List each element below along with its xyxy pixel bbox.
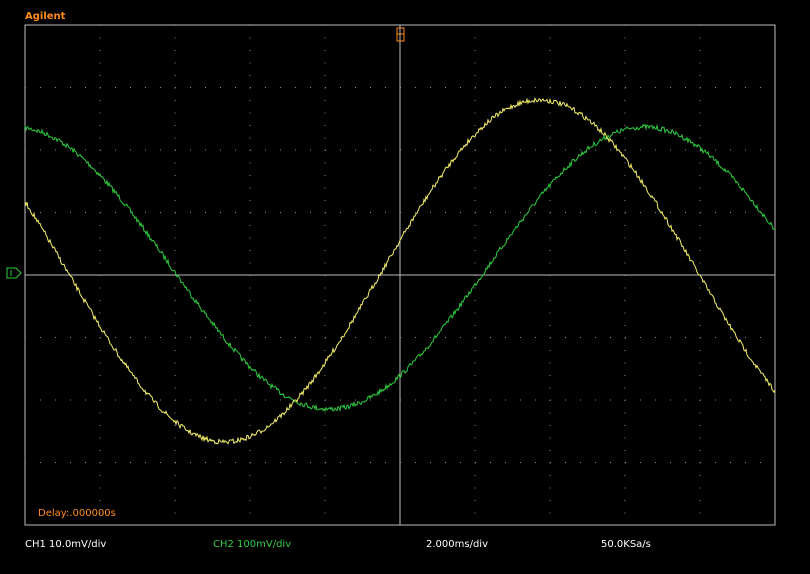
ch2-trace <box>24 123 776 413</box>
ch1-trace <box>24 97 776 445</box>
channel-1-marker <box>6 267 22 279</box>
trigger-marker <box>396 27 405 42</box>
brand: Agilent <box>25 11 66 22</box>
ch2-scale: CH2 100mV/div <box>213 539 291 550</box>
timebase: 2.000ms/div <box>426 539 488 550</box>
traces <box>24 97 776 445</box>
ch1-scale: CH1 10.0mV/div <box>25 539 106 550</box>
delay-readout: Delay:.000000s <box>38 508 116 519</box>
sample-rate: 50.0KSa/s <box>601 539 651 550</box>
